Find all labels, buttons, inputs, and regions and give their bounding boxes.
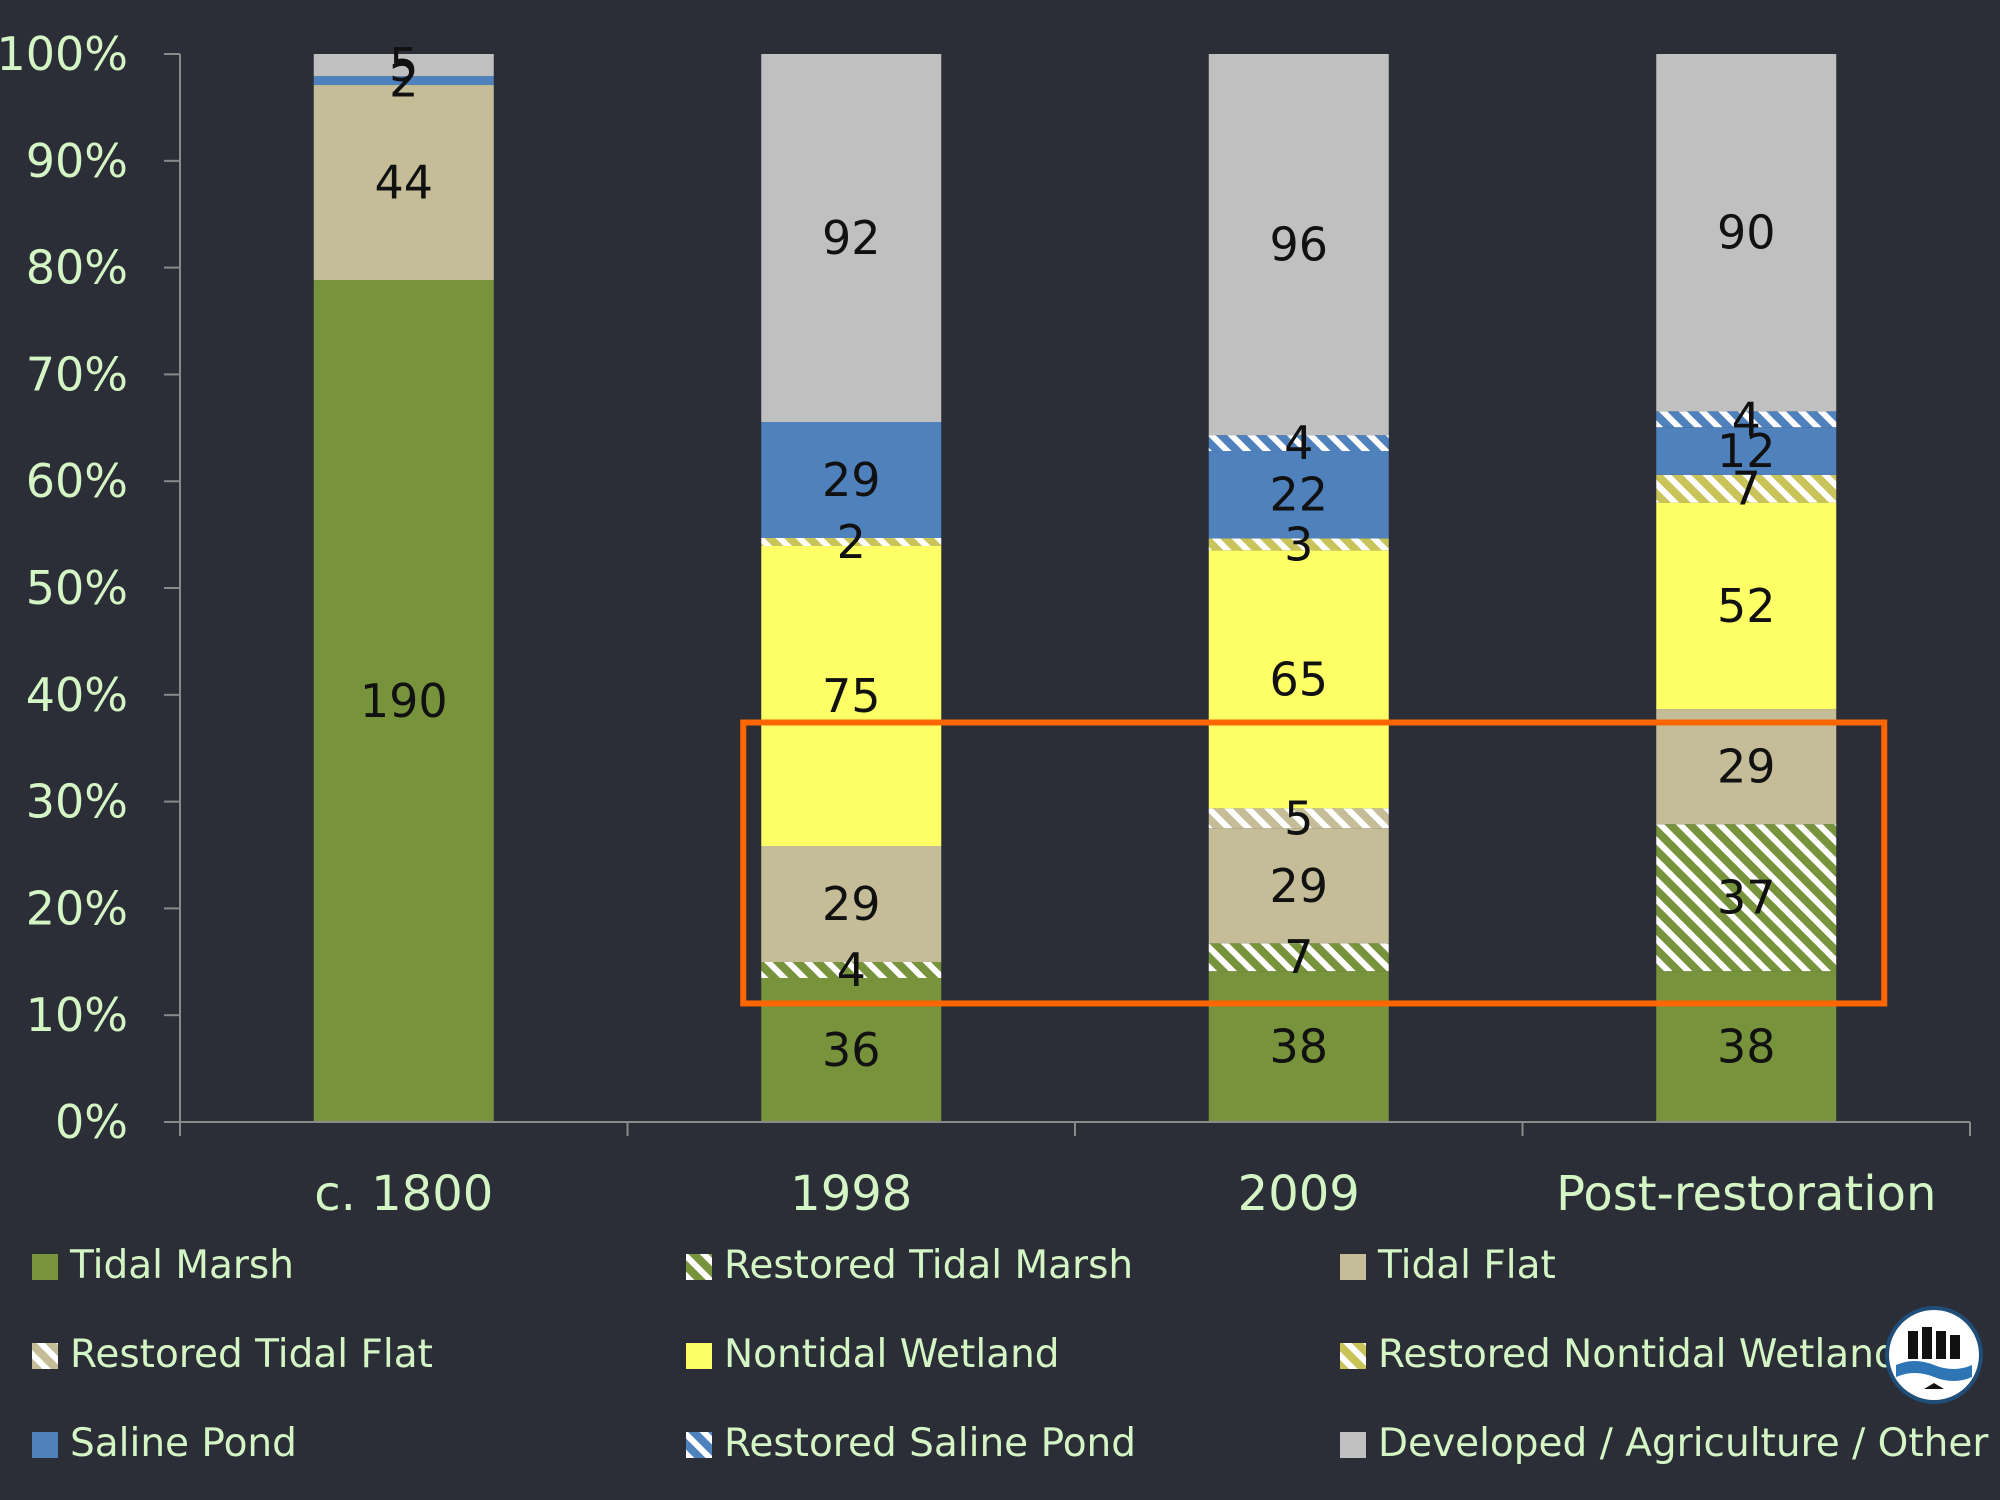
bar-segment <box>313 76 494 86</box>
bar-segment <box>1208 451 1389 539</box>
y-tick-label: 40% <box>26 668 128 722</box>
bar-value-label: 4 <box>837 943 866 997</box>
bar-value-label: 2 <box>389 54 418 108</box>
y-tick-label: 70% <box>26 347 128 401</box>
bar-segment <box>313 280 494 1122</box>
bar-value-label: 44 <box>374 156 433 210</box>
bar-value-label: 5 <box>1284 791 1313 845</box>
legend-label: Saline Pond <box>70 1421 297 1466</box>
legend-swatch <box>32 1432 58 1458</box>
bar-value-label: 38 <box>1269 1020 1328 1074</box>
legend-swatch <box>686 1254 712 1280</box>
bar-segment <box>1656 709 1837 825</box>
bar-value-label: 75 <box>822 669 881 723</box>
bar-value-label: 2 <box>837 515 866 569</box>
bar-value-label: 4 <box>1732 392 1761 446</box>
y-tick-label: 0% <box>55 1095 128 1149</box>
legend: Tidal Marsh Restored Tidal Marsh Tidal Fla… <box>32 1243 1989 1466</box>
bar-segment <box>1656 824 1837 972</box>
y-tick-label: 100% <box>0 27 128 81</box>
bar-value-label: 5 <box>389 38 418 92</box>
y-tick-label: 90% <box>26 134 128 188</box>
bar-segment <box>1208 54 1389 436</box>
sfei-logo-icon <box>1885 1306 1983 1404</box>
legend-swatch <box>32 1343 58 1369</box>
bar-value-label: 52 <box>1717 579 1776 633</box>
bar-value-label: 38 <box>1717 1020 1776 1074</box>
bar-segment <box>1208 808 1389 829</box>
bar-value-label: 12 <box>1717 424 1776 478</box>
x-category-label: 2009 <box>1238 1166 1360 1222</box>
data-labels: 1904425364297522992387295653224963837295… <box>360 38 1776 1077</box>
bar-value-label: 92 <box>822 211 881 265</box>
highlight-box <box>740 719 1888 1007</box>
x-category-label: 1998 <box>790 1166 912 1222</box>
bar-segment <box>1656 427 1837 475</box>
bar-segment <box>1208 828 1389 944</box>
legend-label: Nontidal Wetland <box>724 1332 1060 1377</box>
bar-value-label: 3 <box>1284 517 1313 571</box>
bar-segment <box>1208 943 1389 972</box>
bar-segment <box>1656 54 1837 412</box>
highlight-rectangle <box>740 719 1888 1007</box>
y-axis: 0% 10% 20% 30% 40% 50% 60% 70% 80% 90% 100% <box>0 27 181 1149</box>
bar-segment <box>1208 435 1389 452</box>
bar-segment <box>313 85 494 281</box>
legend-label: Restored Tidal Flat <box>70 1332 433 1377</box>
bar-value-label: 36 <box>822 1023 881 1077</box>
y-tick-label: 50% <box>26 561 128 615</box>
bar-segment <box>761 962 942 978</box>
legend-swatch <box>686 1432 712 1458</box>
y-tick-label: 80% <box>26 241 128 295</box>
legend-swatch <box>1340 1432 1366 1458</box>
bar-segment <box>761 546 942 846</box>
bar-value-label: 29 <box>822 453 881 507</box>
x-category-label: c. 1800 <box>314 1166 493 1222</box>
bar-value-label: 29 <box>822 877 881 931</box>
legend-label: Restored Saline Pond <box>724 1421 1136 1466</box>
bar-segment <box>1208 538 1389 551</box>
bar-value-label: 37 <box>1717 871 1776 925</box>
legend-label: Tidal Flat <box>1377 1243 1556 1288</box>
bar-value-label: 4 <box>1284 416 1313 470</box>
legend-swatch <box>1340 1254 1366 1280</box>
bar-value-label: 96 <box>1269 218 1328 272</box>
y-tick-label: 60% <box>26 454 128 508</box>
bar-segments <box>313 54 1837 1122</box>
legend-label: Restored Nontidal Wetland <box>1378 1332 1899 1377</box>
y-tick-label: 30% <box>26 775 128 829</box>
bar-value-label: 65 <box>1269 652 1328 706</box>
legend-swatch <box>1340 1343 1366 1369</box>
bar-value-label: 29 <box>1717 740 1776 794</box>
bar-value-label: 90 <box>1717 206 1776 260</box>
x-category-label: Post-restoration <box>1556 1166 1936 1222</box>
bar-value-label: 22 <box>1269 468 1328 522</box>
legend-swatch <box>32 1254 58 1280</box>
bar-segment <box>761 538 942 546</box>
legend-label: Developed / Agriculture / Other <box>1378 1421 1989 1466</box>
y-tick-label: 20% <box>26 881 128 935</box>
bar-segment <box>1208 550 1389 809</box>
bar-segment <box>761 846 942 962</box>
bar-segment <box>1656 474 1837 503</box>
legend-label: Restored Tidal Marsh <box>724 1243 1133 1288</box>
y-tick-label: 10% <box>26 988 128 1042</box>
bar-segment <box>1208 971 1389 1122</box>
legend-label: Tidal Marsh <box>69 1243 294 1288</box>
x-axis: c. 1800 1998 2009 Post-restoration <box>179 1121 1971 1222</box>
bar-value-label: 7 <box>1732 462 1761 516</box>
bar-segment <box>1656 502 1837 710</box>
bar-segment <box>1656 411 1837 428</box>
bar-segment <box>761 422 942 538</box>
bar-value-label: 190 <box>360 674 448 728</box>
bar-segment <box>1656 971 1837 1122</box>
bar-value-label: 29 <box>1269 859 1328 913</box>
bar-value-label: 7 <box>1284 930 1313 984</box>
bar-segment <box>761 54 942 422</box>
bar-segment <box>313 54 494 77</box>
legend-swatch <box>686 1343 712 1369</box>
